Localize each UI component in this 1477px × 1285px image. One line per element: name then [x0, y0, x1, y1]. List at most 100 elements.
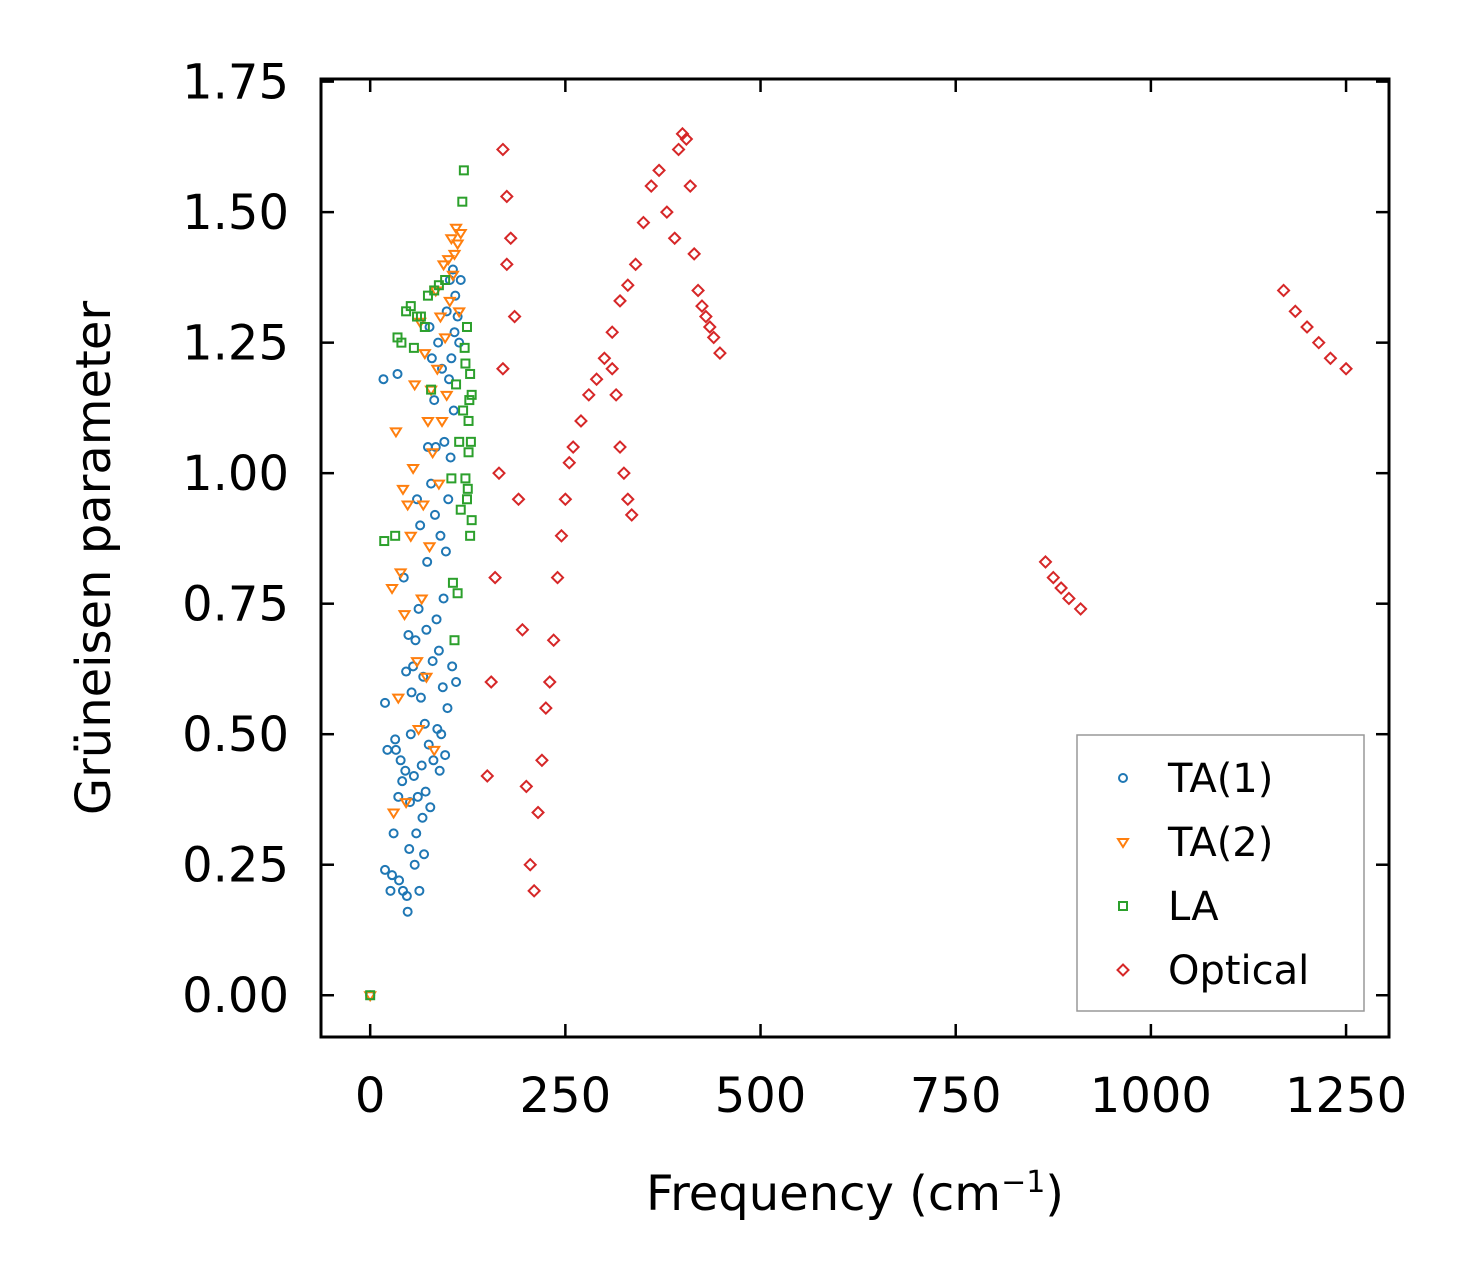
data-point [449, 635, 460, 646]
data-point [706, 330, 721, 345]
data-point [365, 990, 376, 1001]
data-point [458, 165, 469, 176]
x-tick-label: 500 [715, 1068, 807, 1124]
data-point [391, 693, 406, 705]
data-point [447, 577, 458, 588]
legend: TA(1) TA(2) LA Optical [1076, 734, 1365, 1012]
y-tick-label: 0.00 [182, 968, 289, 1024]
data-point [620, 278, 635, 293]
data-point [437, 682, 448, 693]
data-point [484, 675, 499, 689]
data-point [429, 395, 440, 406]
data-point [683, 179, 698, 193]
data-point [435, 530, 446, 541]
data-point [410, 657, 424, 668]
data-point [531, 805, 545, 820]
data-point [679, 132, 694, 146]
data-point [460, 473, 471, 484]
data-point [408, 770, 419, 781]
data-point [389, 427, 403, 439]
data-point [445, 452, 456, 463]
data-point [386, 808, 401, 820]
y-tick-label: 0.50 [182, 707, 289, 763]
legend-marker [1118, 773, 1128, 783]
data-point [396, 337, 407, 348]
data-point [415, 692, 426, 703]
data-point [433, 645, 444, 656]
data-point [433, 280, 444, 291]
data-point [454, 337, 465, 348]
data-point [1276, 283, 1291, 298]
data-point [554, 528, 569, 543]
data-point [414, 594, 429, 606]
data-point [427, 656, 438, 667]
data-point [406, 687, 417, 698]
data-point [546, 633, 561, 648]
data-point [558, 492, 573, 507]
data-point [495, 142, 510, 157]
legend-label: TA(2) [1167, 820, 1273, 866]
data-point [444, 374, 455, 385]
data-point [1311, 335, 1326, 350]
data-point [433, 312, 448, 324]
data-point [438, 593, 449, 604]
series-ta-1 [365, 264, 466, 1001]
data-point [465, 436, 476, 447]
data-point [428, 755, 439, 766]
data-point [436, 729, 447, 740]
data-point [451, 379, 462, 390]
data-point [443, 494, 454, 505]
data-point [422, 556, 433, 567]
data-point [644, 179, 659, 193]
legend-label: Optical [1168, 948, 1309, 994]
data-point [527, 883, 542, 898]
data-point [671, 142, 686, 157]
data-point [466, 389, 477, 400]
data-point [380, 697, 391, 708]
data-point [449, 327, 460, 338]
data-point [453, 229, 468, 240]
data-point [387, 870, 398, 881]
data-point [405, 729, 416, 740]
legend-label: LA [1168, 884, 1219, 930]
data-point [465, 530, 476, 541]
data-point [667, 231, 682, 246]
data-point [420, 786, 431, 797]
data-point [499, 189, 514, 204]
data-point [616, 466, 631, 481]
data-point [605, 325, 620, 340]
data-point [495, 361, 510, 376]
data-point [421, 416, 435, 428]
data-point [442, 703, 453, 714]
data-point [566, 440, 581, 454]
x-tick-label: 750 [910, 1068, 1002, 1124]
data-point [446, 353, 457, 364]
data-point [605, 361, 620, 376]
data-point [440, 274, 451, 285]
data-point [416, 760, 427, 771]
data-point [419, 672, 434, 684]
legend-marker [1116, 838, 1130, 849]
data-point [380, 864, 391, 875]
data-point [410, 635, 421, 646]
data-point [448, 405, 459, 416]
series-optical [480, 126, 1353, 898]
data-point [401, 666, 412, 677]
data-point [431, 614, 442, 625]
data-point [426, 384, 437, 395]
data-point [488, 570, 503, 585]
data-point [1073, 601, 1088, 616]
data-point [702, 320, 717, 334]
legend-label: TA(1) [1167, 756, 1273, 802]
data-point [422, 290, 433, 301]
data-point [405, 301, 416, 312]
data-point [519, 779, 534, 794]
data-point [390, 744, 401, 755]
data-point [698, 309, 713, 324]
data-point [418, 349, 432, 360]
data-point [550, 570, 565, 585]
data-point [492, 466, 506, 481]
data-point [385, 584, 399, 595]
data-point [422, 542, 437, 554]
y-tick-label: 1.75 [182, 55, 289, 111]
